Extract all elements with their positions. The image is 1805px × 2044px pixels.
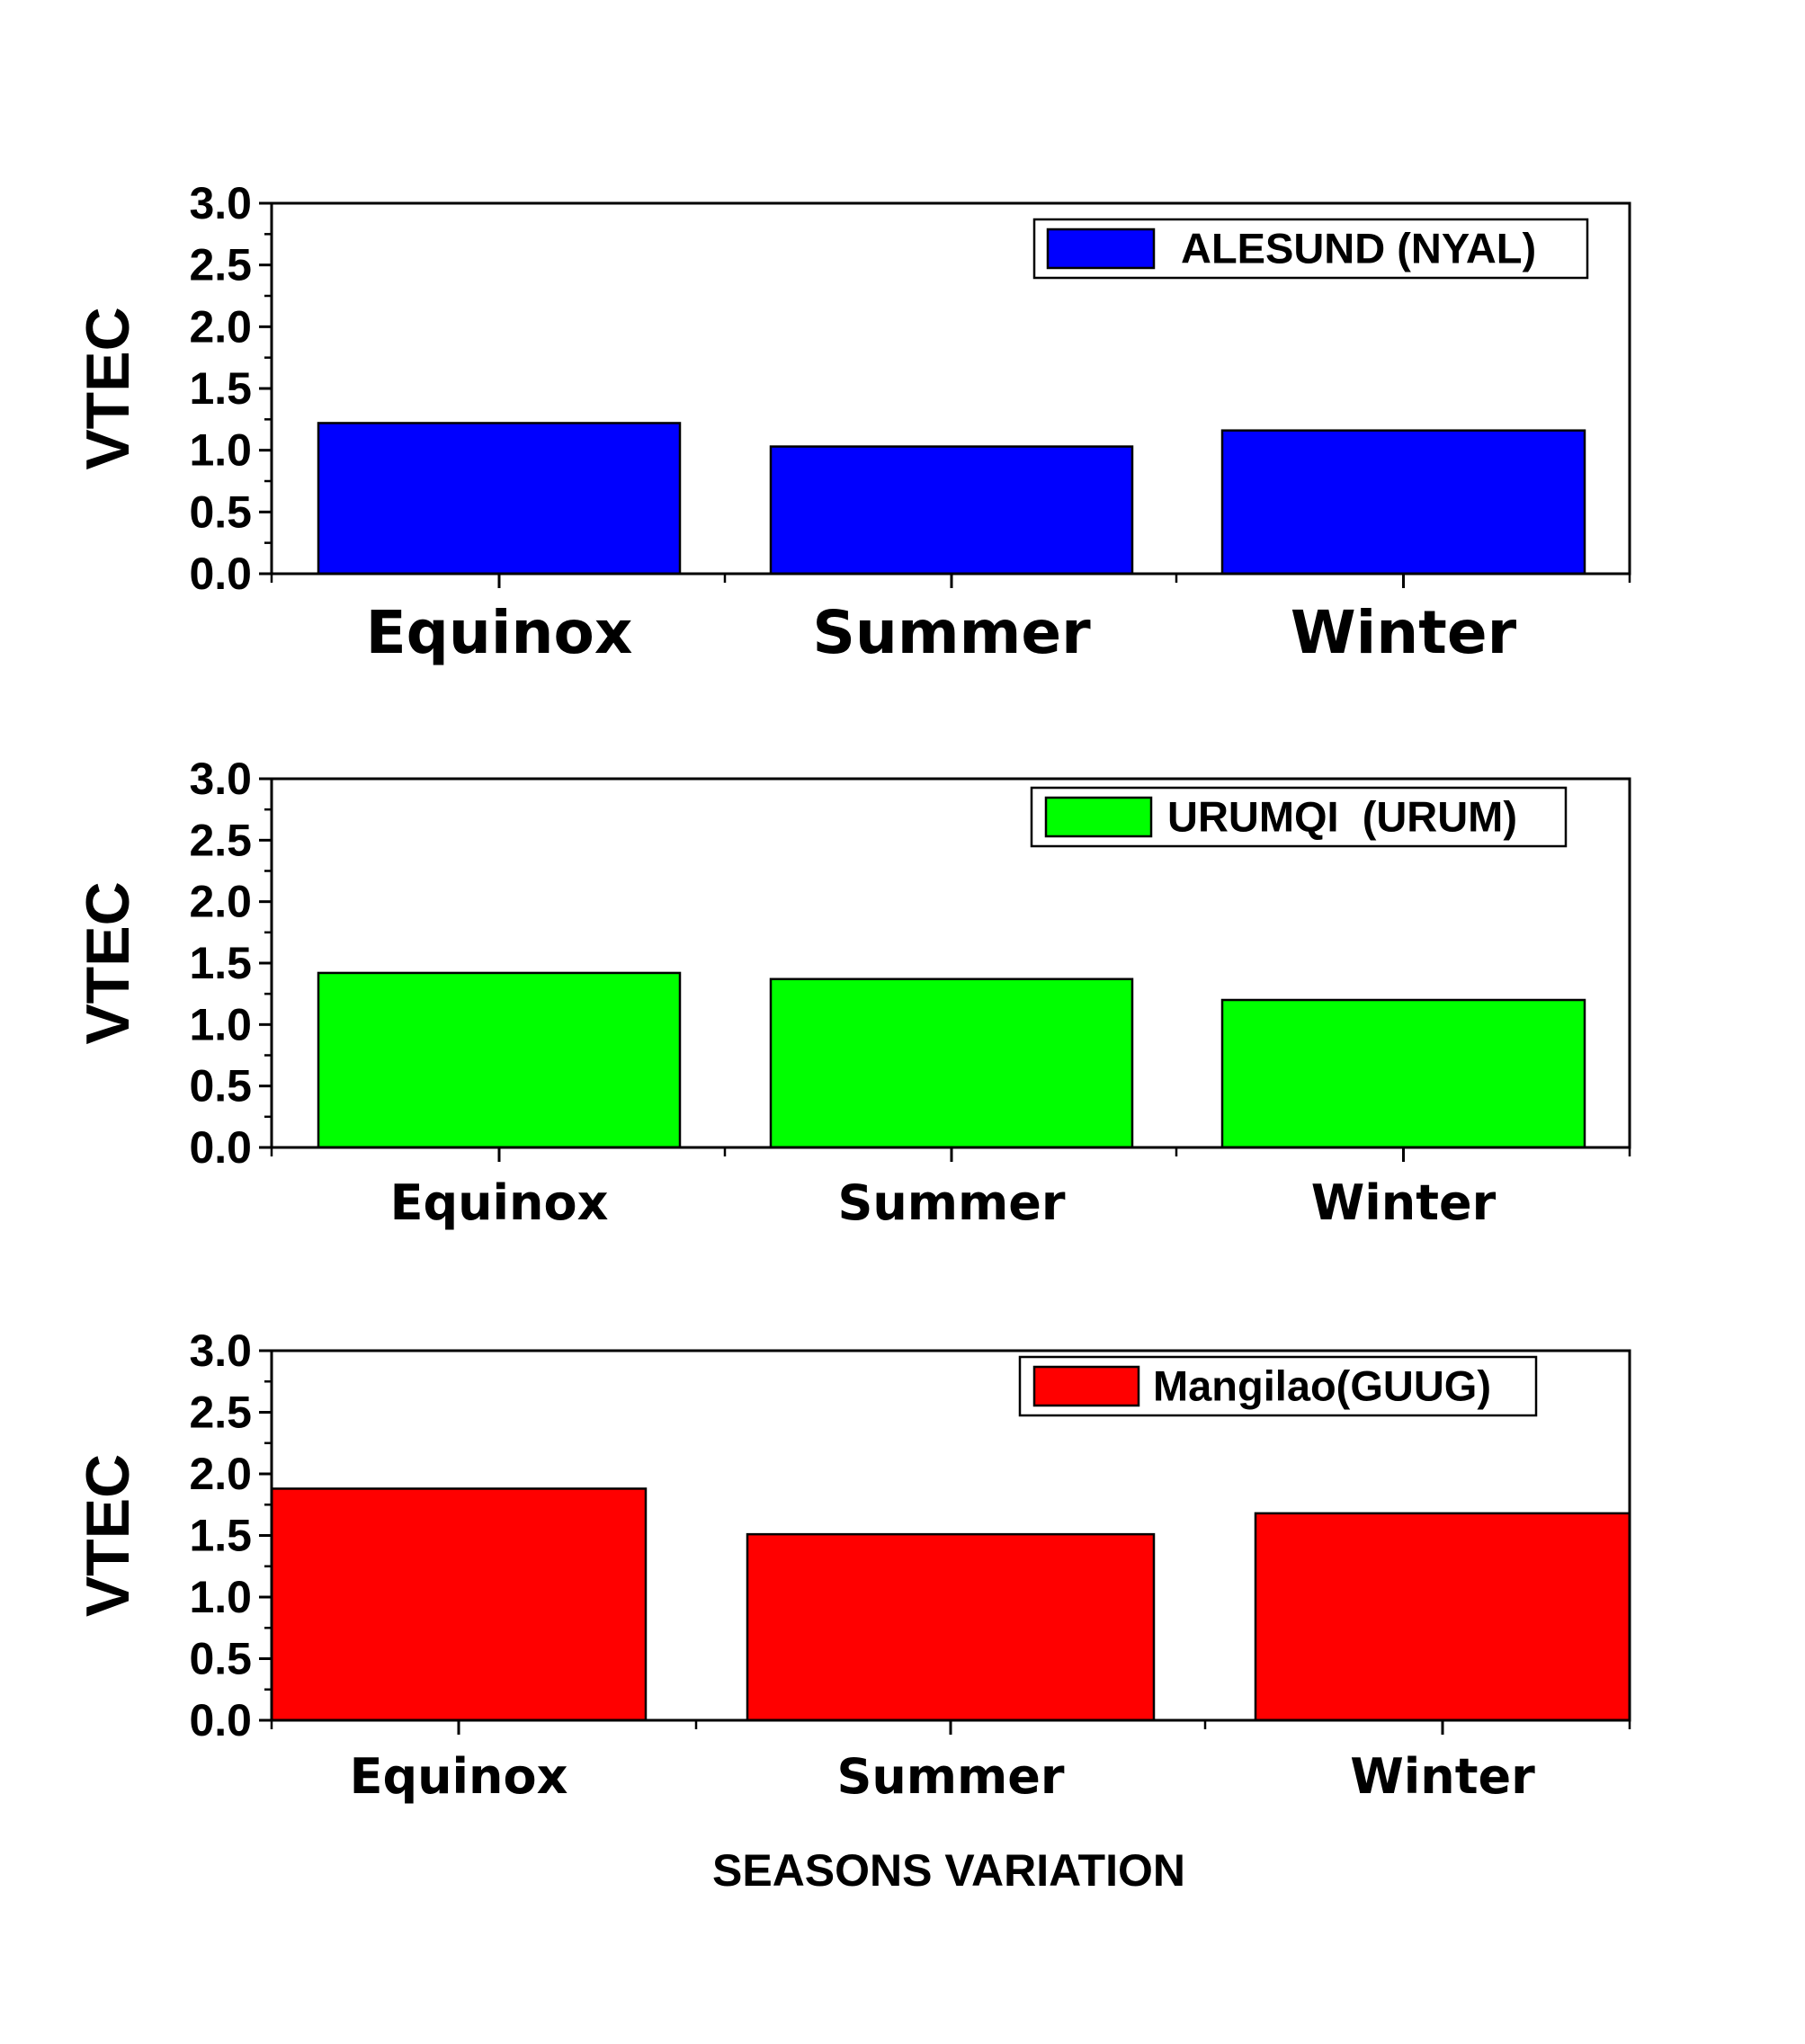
bar-equinox [317, 422, 682, 576]
legend: Mangilao(GUUG) [1018, 1355, 1538, 1417]
y-tick-label: 0.0 [189, 549, 252, 599]
legend-label: URUMQI (URUM) [1167, 793, 1517, 841]
y-tick-label: 2.0 [189, 301, 252, 352]
y-tick-label: 1.0 [189, 1572, 252, 1622]
y-tick-label: 1.5 [189, 363, 252, 414]
y-tick-label: 0.5 [189, 1061, 252, 1111]
y-tick-label: 2.0 [189, 1449, 252, 1499]
y-tick-label: 1.0 [189, 425, 252, 476]
x-tick-label-equinox: Equinox [366, 598, 633, 667]
bar-winter [1254, 1512, 1631, 1722]
bar-winter [1220, 998, 1586, 1149]
x-tick-label-winter: Winter [1291, 598, 1517, 667]
legend: ALESUND (NYAL) [1032, 218, 1589, 280]
y-tick-label: 2.5 [189, 1388, 252, 1438]
y-tick-label: 2.5 [189, 240, 252, 290]
y-tick-label: 0.0 [189, 1122, 252, 1173]
legend-label: Mangilao(GUUG) [1153, 1362, 1491, 1410]
legend-swatch [1046, 228, 1156, 270]
legend-swatch [1032, 1365, 1140, 1407]
y-tick-label: 3.0 [189, 754, 252, 804]
y-axis-title: VTEC [74, 307, 142, 469]
y-tick-label: 0.5 [189, 486, 252, 537]
x-tick-label-summer: Summer [836, 1748, 1064, 1805]
bar-summer [746, 1532, 1156, 1722]
legend-label: ALESUND (NYAL) [1181, 225, 1536, 272]
bar-equinox [317, 971, 682, 1149]
y-tick-label: 1.5 [189, 1511, 252, 1561]
y-tick-label: 2.0 [189, 877, 252, 927]
y-axis-title: VTEC [74, 1454, 142, 1617]
x-tick-label-winter: Winter [1350, 1748, 1535, 1805]
legend-swatch [1044, 796, 1153, 838]
chart-panels: 0.0 0.5 1.0 1.5 2.0 2.5 3.0 Equinox Summer Winter… [74, 178, 1631, 1805]
bar-winter [1220, 429, 1586, 576]
y-tick-label: 3.0 [189, 1325, 252, 1376]
legend: URUMQI (URUM) [1030, 786, 1568, 848]
y-tick-label: 0.5 [189, 1634, 252, 1684]
bar-summer [769, 977, 1134, 1149]
y-axis-title: VTEC [74, 881, 142, 1044]
chart-panel-3: 0.0 0.5 1.0 1.5 2.0 2.5 3.0 Equinox Summer Winter… [74, 1325, 1631, 1805]
y-tick-label: 2.5 [189, 815, 252, 865]
x-tick-label-equinox: Equinox [350, 1748, 568, 1805]
y-tick-label: 1.0 [189, 999, 252, 1049]
y-tick-label: 1.5 [189, 938, 252, 988]
chart-panel-2: 0.0 0.5 1.0 1.5 2.0 2.5 3.0 Equinox Summer Winter… [74, 754, 1631, 1231]
x-tick-label-summer: Summer [837, 1174, 1065, 1231]
x-tick-label-winter: Winter [1311, 1174, 1497, 1231]
x-tick-label-equinox: Equinox [390, 1174, 609, 1231]
x-axis-title: SEASONS VARIATION [712, 1845, 1185, 1896]
y-tick-label: 0.0 [189, 1695, 252, 1745]
y-tick-label: 3.0 [189, 178, 252, 228]
bar-summer [769, 445, 1134, 576]
chart-panel-1: 0.0 0.5 1.0 1.5 2.0 2.5 3.0 Equinox Summer Winter… [74, 178, 1631, 667]
bar-equinox [270, 1487, 648, 1722]
x-tick-label-summer: Summer [812, 598, 1091, 667]
